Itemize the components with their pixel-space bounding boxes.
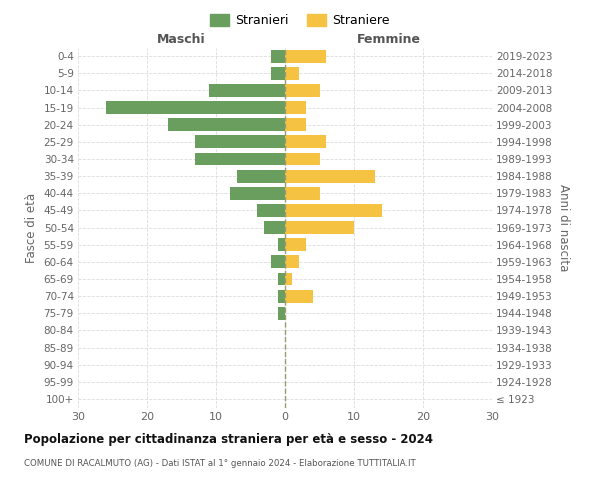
Bar xyxy=(168,118,285,131)
Bar xyxy=(285,204,382,217)
Bar xyxy=(285,238,306,251)
Bar xyxy=(285,84,320,97)
Bar xyxy=(285,272,292,285)
Bar xyxy=(285,170,374,182)
Legend: Stranieri, Straniere: Stranieri, Straniere xyxy=(205,8,395,32)
Bar xyxy=(285,256,299,268)
Bar xyxy=(196,152,285,166)
Bar xyxy=(278,290,285,302)
Y-axis label: Fasce di età: Fasce di età xyxy=(25,192,38,262)
Text: Maschi: Maschi xyxy=(157,33,206,46)
Bar xyxy=(285,118,306,131)
Bar xyxy=(278,272,285,285)
Bar xyxy=(209,84,285,97)
Bar xyxy=(285,101,306,114)
Text: Popolazione per cittadinanza straniera per età e sesso - 2024: Popolazione per cittadinanza straniera p… xyxy=(24,432,433,446)
Bar xyxy=(285,290,313,302)
Text: Femmine: Femmine xyxy=(356,33,421,46)
Text: COMUNE DI RACALMUTO (AG) - Dati ISTAT al 1° gennaio 2024 - Elaborazione TUTTITAL: COMUNE DI RACALMUTO (AG) - Dati ISTAT al… xyxy=(24,459,416,468)
Bar xyxy=(278,238,285,251)
Bar xyxy=(278,307,285,320)
Bar xyxy=(285,221,354,234)
Bar xyxy=(196,136,285,148)
Bar xyxy=(237,170,285,182)
Bar xyxy=(285,50,326,62)
Bar xyxy=(271,67,285,80)
Bar xyxy=(257,204,285,217)
Bar xyxy=(285,136,326,148)
Bar xyxy=(285,187,320,200)
Bar xyxy=(265,221,285,234)
Bar xyxy=(106,101,285,114)
Bar xyxy=(271,256,285,268)
Bar xyxy=(285,152,320,166)
Bar xyxy=(230,187,285,200)
Y-axis label: Anni di nascita: Anni di nascita xyxy=(557,184,569,271)
Bar xyxy=(285,67,299,80)
Bar xyxy=(271,50,285,62)
